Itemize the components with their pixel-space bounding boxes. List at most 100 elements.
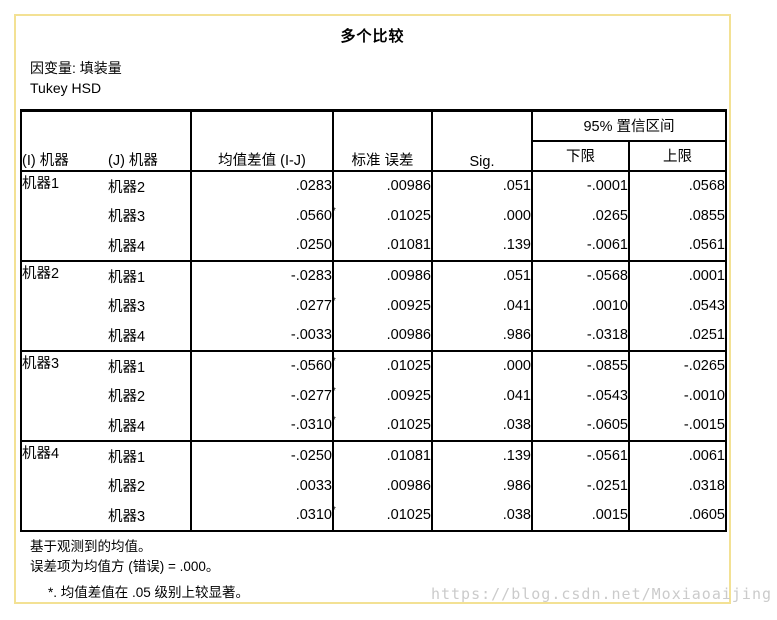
table-row: 机器3 .0310* .01025 .038 .0015 .0605: [21, 500, 726, 531]
sig-value: .139: [431, 439, 532, 471]
header-mean-diff: 均值差值 (I-J): [190, 110, 333, 171]
lower-bound-value: -.0561: [531, 439, 629, 471]
mean-diff-value: -.0283: [190, 259, 333, 291]
sig-value: .041: [431, 380, 532, 411]
table-row: 机器3 机器1 -.0560* .01025 .000 -.0855 -.026…: [21, 349, 726, 441]
j-label: 机器3: [108, 209, 146, 225]
header-col-j: (J) 机器: [108, 152, 158, 169]
header-confidence-interval: 95% 置信区间: [531, 110, 726, 142]
sig-value: .041: [431, 290, 532, 321]
lower-bound-value: -.0568: [531, 259, 629, 291]
lower-bound-value: -.0061: [531, 230, 629, 261]
std-err-value: .01025: [332, 200, 432, 231]
j-label: 机器2: [108, 169, 191, 201]
j-label: 机器4: [108, 238, 146, 255]
lower-bound-value: .0015: [531, 500, 629, 531]
mean-diff-value: -.0310*: [190, 410, 336, 441]
mean-diff-value: .0560*: [190, 200, 336, 231]
mean-diff-value: .0277*: [190, 290, 336, 321]
mean-diff-value: .0033: [190, 470, 333, 501]
table-row: 机器1 机器2 .0283 .00986 .051 -.0001 .0568: [21, 169, 726, 261]
table-row: 机器4 机器1 -.0250 .01081 .139 -.0561 .0061: [21, 439, 726, 531]
upper-bound-value: .0318: [628, 470, 726, 501]
csdn-watermark: https://blog.csdn.net/Moxiaoaijing: [430, 585, 772, 603]
header-col-i: (I) 机器: [22, 152, 69, 169]
header-upper-bound: 上限: [628, 140, 726, 171]
table-footnotes: 基于观测到的均值。 误差项为均值方 (错误) = .000。 *. 均值差值在 …: [30, 537, 729, 603]
lower-bound-value: .0265: [531, 200, 629, 231]
std-err-value: .01081: [332, 230, 432, 261]
mean-diff-value: -.0033: [190, 320, 333, 351]
mean-diff-value: .0250: [190, 230, 333, 261]
std-err-value: .01025: [332, 410, 432, 441]
lower-bound-value: .0010: [531, 290, 629, 321]
mean-diff-value: .0310*: [190, 500, 336, 531]
group-i-label: 机器4: [21, 439, 108, 531]
lower-bound-value: -.0251: [531, 470, 629, 501]
mean-diff-value: -.0560*: [190, 349, 336, 381]
table-row: 机器4 -.0310* .01025 .038 -.0605 -.0015: [21, 410, 726, 441]
group-i-label: 机器1: [21, 169, 108, 261]
j-label: 机器1: [108, 259, 191, 291]
mean-diff-value: -.0277*: [190, 380, 336, 411]
lower-bound-value: -.0605: [531, 410, 629, 441]
std-err-value: .00986: [332, 320, 432, 351]
header-sig: Sig.: [431, 110, 532, 171]
footnote-significance: *. 均值差值在 .05 级别上较显著。: [48, 584, 250, 600]
sig-value: .139: [431, 230, 532, 261]
std-err-value: .00986: [332, 259, 432, 291]
j-label: 机器3: [108, 299, 146, 315]
upper-bound-value: .0251: [628, 320, 726, 351]
group-i-label: 机器2: [21, 259, 108, 351]
mean-diff-value: .0283: [190, 169, 333, 201]
upper-bound-value: .0855: [628, 200, 726, 231]
upper-bound-value: .0605: [628, 500, 726, 531]
footnote-based-on-means: 基于观测到的均值。: [30, 538, 152, 554]
lower-bound-value: -.0001: [531, 169, 629, 201]
header-std-err: 标准 误差: [332, 110, 432, 171]
std-err-value: .00986: [332, 470, 432, 501]
j-label: 机器4: [108, 418, 146, 435]
upper-bound-value: .0543: [628, 290, 726, 321]
upper-bound-value: -.0015: [628, 410, 726, 441]
sig-value: .000: [431, 349, 532, 381]
sig-value: .051: [431, 169, 532, 201]
upper-bound-value: .0061: [628, 439, 726, 471]
header-lower-bound: 下限: [531, 140, 629, 171]
upper-bound-value: -.0010: [628, 380, 726, 411]
table-title: 多个比较: [340, 28, 405, 45]
method-label: Tukey HSD: [30, 80, 102, 96]
std-err-value: .00925: [332, 290, 432, 321]
upper-bound-value: .0561: [628, 230, 726, 261]
lower-bound-value: -.0855: [531, 349, 629, 381]
sig-value: .038: [431, 500, 532, 531]
sig-value: .051: [431, 259, 532, 291]
table-row: 机器2 -.0277* .00925 .041 -.0543 -.0010: [21, 380, 726, 411]
table-row: 机器2 .0033 .00986 .986 -.0251 .0318: [21, 470, 726, 501]
std-err-value: .00925: [332, 380, 432, 411]
std-err-value: .01025: [332, 500, 432, 531]
j-label: 机器2: [108, 389, 146, 405]
j-label: 机器1: [108, 439, 191, 471]
multiple-comparisons-table: (I) 机器 (J) 机器 均值差值 (I-J) 标准 误差 Sig. 95% …: [20, 109, 727, 532]
table-row: 机器2 机器1 -.0283 .00986 .051 -.0568 .0001: [21, 259, 726, 351]
dependent-variable-label: 因变量: 填装量: [30, 60, 122, 76]
group-i-label: 机器3: [21, 349, 108, 441]
std-err-value: .01081: [332, 439, 432, 471]
j-label: 机器4: [108, 328, 146, 345]
sig-value: .986: [431, 320, 532, 351]
sig-value: .000: [431, 200, 532, 231]
upper-bound-value: .0568: [628, 169, 726, 201]
j-label: 机器1: [108, 349, 191, 381]
mean-diff-value: -.0250: [190, 439, 333, 471]
lower-bound-value: -.0543: [531, 380, 629, 411]
table-row: 机器3 .0560* .01025 .000 .0265 .0855: [21, 200, 726, 231]
sig-value: .038: [431, 410, 532, 441]
j-label: 机器3: [108, 508, 146, 525]
upper-bound-value: -.0265: [628, 349, 726, 381]
table-row: 机器3 .0277* .00925 .041 .0010 .0543: [21, 290, 726, 321]
output-selection-frame[interactable]: 多个比较 因变量: 填装量 Tukey HSD (I) 机器 (J) 机器 均值…: [14, 14, 731, 604]
sig-value: .986: [431, 470, 532, 501]
j-label: 机器2: [108, 479, 146, 495]
